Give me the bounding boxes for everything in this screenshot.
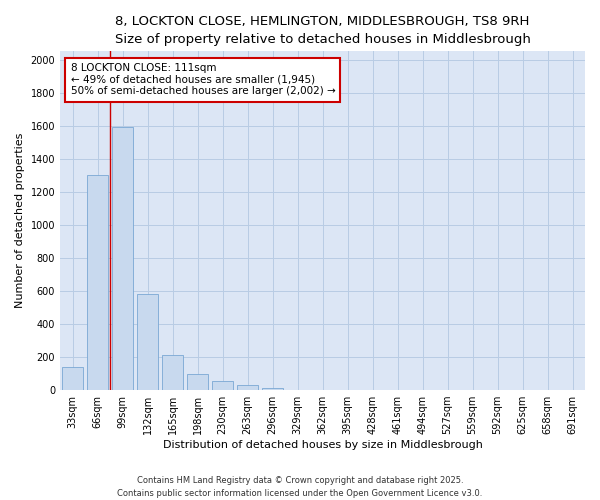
Bar: [62, 367, 83, 390]
Bar: [237, 385, 258, 390]
Text: Contains HM Land Registry data © Crown copyright and database right 2025.
Contai: Contains HM Land Registry data © Crown c…: [118, 476, 482, 498]
Y-axis label: Number of detached properties: Number of detached properties: [15, 133, 25, 308]
Bar: [112, 128, 133, 390]
Bar: [212, 381, 233, 390]
Bar: [262, 388, 283, 390]
Title: 8, LOCKTON CLOSE, HEMLINGTON, MIDDLESBROUGH, TS8 9RH
Size of property relative t: 8, LOCKTON CLOSE, HEMLINGTON, MIDDLESBRO…: [115, 15, 530, 46]
Bar: [187, 374, 208, 390]
Bar: [137, 294, 158, 390]
Text: 8 LOCKTON CLOSE: 111sqm
← 49% of detached houses are smaller (1,945)
50% of semi: 8 LOCKTON CLOSE: 111sqm ← 49% of detache…: [71, 63, 335, 96]
X-axis label: Distribution of detached houses by size in Middlesbrough: Distribution of detached houses by size …: [163, 440, 482, 450]
Bar: [87, 176, 108, 390]
Bar: [162, 354, 183, 390]
